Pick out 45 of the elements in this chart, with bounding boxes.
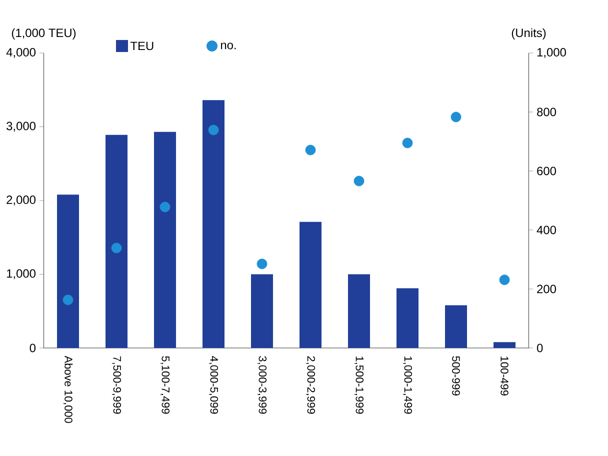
- point: [160, 202, 170, 212]
- bar: [251, 274, 274, 348]
- x-tick-label: 5,100-7,499: [160, 356, 170, 414]
- y-tick-label: 2,000: [6, 196, 36, 206]
- x-tick-label: Above 10,000: [63, 356, 73, 423]
- x-tick-label: 1,500-1,999: [354, 356, 364, 414]
- point: [499, 274, 510, 286]
- bar: [57, 194, 80, 348]
- x-tick-label: 7,500-9,999: [112, 356, 122, 414]
- x-tick-label: 1,000-1,499: [402, 356, 412, 414]
- y-tick-label: 4,000: [6, 48, 36, 58]
- bar: [396, 288, 419, 348]
- legend-label: no.: [221, 42, 236, 50]
- bar: [494, 342, 516, 348]
- bar: [154, 132, 176, 348]
- y2-axis-title: (Units): [512, 28, 546, 40]
- point: [305, 144, 316, 156]
- bar: [300, 222, 322, 348]
- bar: [348, 274, 370, 348]
- x-tick-label: 4,000-5,099: [208, 356, 218, 414]
- point: [62, 294, 74, 306]
- y-tick-label: 1,000: [6, 269, 36, 280]
- point: [450, 112, 462, 122]
- y2-tick-label: 1,000: [537, 48, 566, 58]
- bar: [106, 134, 128, 348]
- bar: [445, 305, 468, 348]
- x-tick-label: 2,000-2,999: [306, 356, 316, 414]
- y2-tick-label: 600: [537, 166, 556, 176]
- y2-tick-label: 0: [536, 344, 543, 352]
- point: [354, 176, 364, 186]
- bar: [202, 100, 225, 348]
- legend-label: TEU: [130, 42, 154, 50]
- y2-tick-label: 400: [536, 226, 556, 234]
- y-axis-title: (1,000 TEU): [12, 28, 76, 40]
- point: [256, 258, 268, 270]
- x-tick-label: 100-499: [500, 356, 508, 396]
- point: [111, 242, 122, 254]
- y2-tick-label: 800: [537, 108, 556, 116]
- y-tick-label: 0: [30, 344, 36, 352]
- point: [208, 124, 219, 136]
- x-tick-label: 3,000-3,999: [257, 356, 267, 414]
- point: [402, 138, 413, 148]
- x-tick-label: 500-999: [452, 356, 460, 396]
- y2-tick-label: 200: [537, 284, 556, 294]
- y-tick-label: 3,000: [6, 122, 36, 132]
